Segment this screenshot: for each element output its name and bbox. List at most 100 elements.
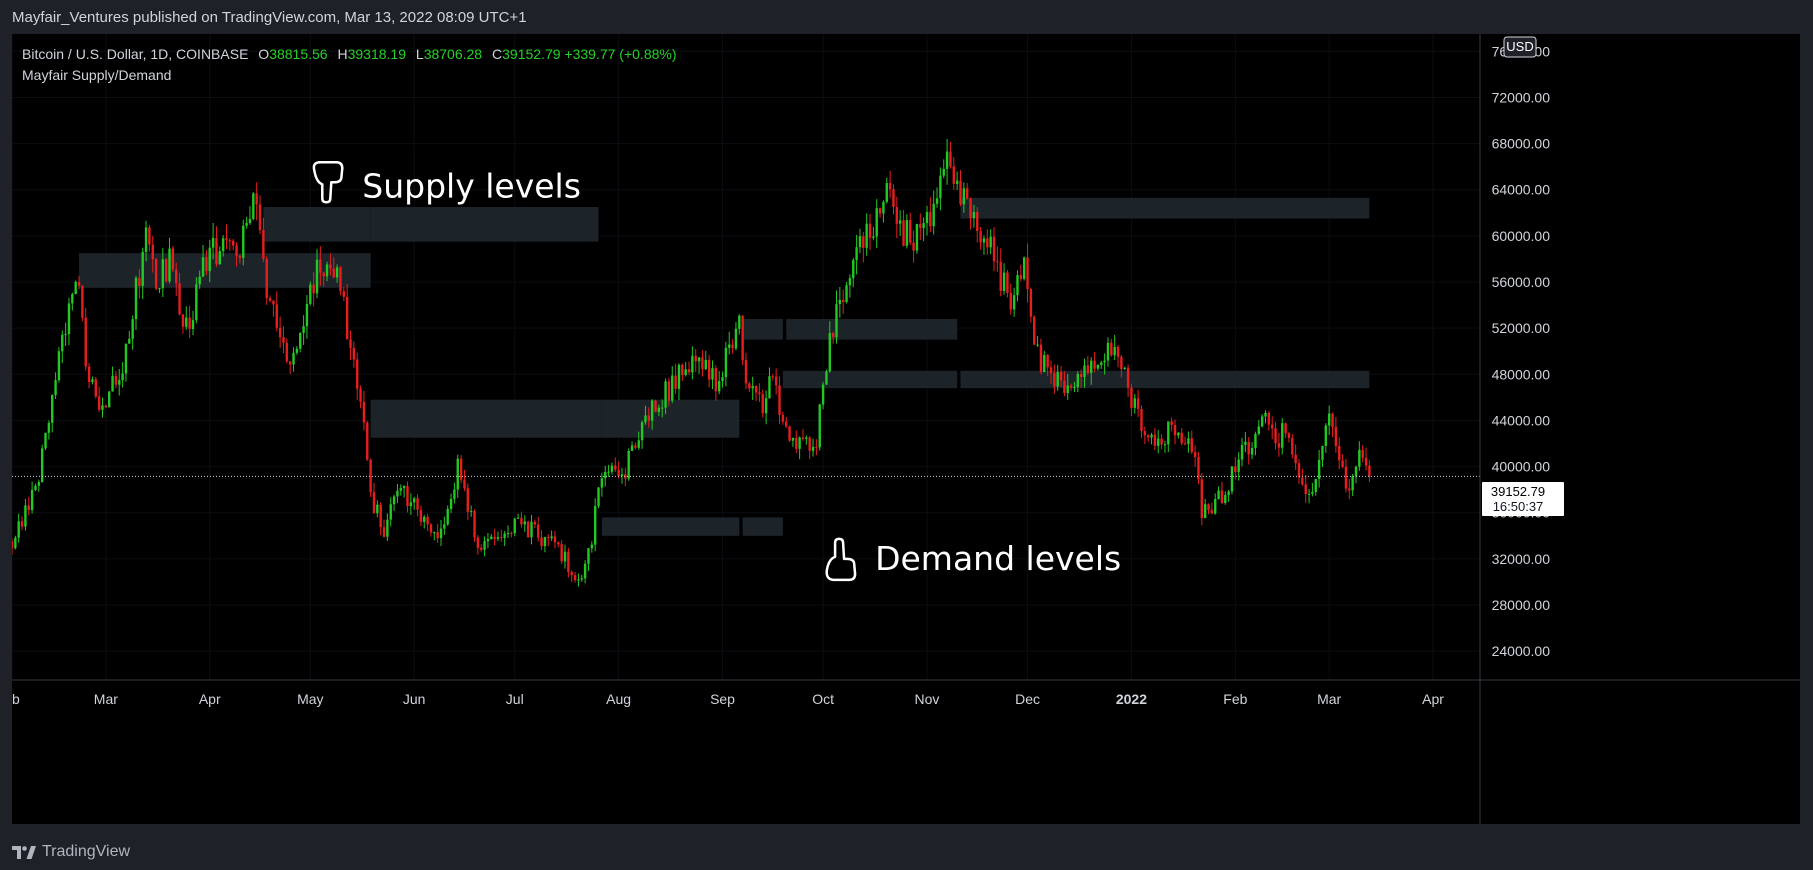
candle-body — [242, 225, 245, 258]
candle-body — [376, 504, 379, 514]
price-tick-label: 72000.00 — [1492, 89, 1551, 105]
candle-body — [1073, 387, 1076, 389]
candle-body — [677, 364, 681, 389]
candle-body — [1227, 491, 1230, 496]
candle-body — [1291, 438, 1294, 455]
candle-body — [590, 544, 594, 549]
symbol-legend[interactable]: Bitcoin / U.S. Dollar, 1D, COINBASE O388… — [22, 44, 677, 86]
candle-body — [801, 437, 805, 439]
candle-body — [1012, 295, 1016, 310]
candle-body — [366, 422, 369, 460]
candle-body — [1157, 438, 1160, 446]
annotations-layer: Supply levels Demand levels — [312, 161, 1121, 582]
candle-body — [319, 259, 322, 273]
supply-zone — [601, 399, 740, 438]
candle-body — [181, 314, 185, 327]
price-tick-label: 32000.00 — [1492, 551, 1551, 567]
candle-body — [932, 203, 935, 227]
indicator-name[interactable]: Mayfair Supply/Demand — [22, 67, 172, 83]
candle-body — [714, 368, 718, 392]
candle-body — [1110, 342, 1113, 356]
open-label: O — [258, 46, 270, 62]
candle-body — [1220, 490, 1224, 503]
candle-body — [332, 268, 335, 278]
candle-body — [275, 304, 278, 328]
candle-body — [104, 405, 108, 408]
candle-body — [627, 450, 630, 479]
candle-body — [808, 437, 811, 451]
candle-body — [855, 247, 858, 261]
candle-body — [151, 244, 154, 260]
supply-zone — [786, 318, 958, 340]
candle-body — [476, 537, 480, 548]
candle-body — [349, 339, 352, 348]
candle-body — [664, 381, 667, 408]
chart-frame[interactable]: Supply levels Demand levels 24000.00 28000… — [12, 34, 1800, 824]
candle-body — [268, 298, 272, 301]
candle-body — [1358, 449, 1361, 467]
candle-body — [1026, 257, 1029, 290]
candle-body — [818, 404, 821, 448]
candle-body — [47, 422, 51, 433]
candle-body — [372, 492, 376, 514]
candle-body — [1033, 316, 1036, 345]
candle-body — [778, 385, 781, 415]
candle-body — [898, 220, 902, 224]
candle-body — [838, 299, 842, 305]
price-tick-label: 28000.00 — [1492, 597, 1551, 613]
candle-body — [687, 369, 691, 373]
candle-body — [235, 245, 238, 256]
candle-body — [774, 376, 778, 386]
candle-body — [835, 304, 838, 338]
candle-body — [107, 391, 111, 408]
candle-body — [1002, 272, 1006, 292]
candle-body — [650, 400, 654, 421]
candle-body — [634, 445, 637, 448]
close-value: 39152.79 — [502, 46, 561, 62]
time-axis[interactable]: eb Mar Apr May Jun Jul Aug Sep Oct Nov Dec 2022 Feb M… — [12, 691, 1444, 707]
candle-body — [466, 488, 470, 512]
candle-body — [1136, 398, 1140, 410]
candle-body — [101, 405, 104, 410]
candle-body — [171, 248, 175, 270]
candle-body — [1056, 372, 1059, 387]
candle-body — [426, 516, 429, 525]
candle-body — [781, 414, 785, 422]
candle-body — [1311, 491, 1314, 494]
candle-body — [1331, 413, 1334, 427]
candle-body — [443, 524, 446, 529]
supply-zone — [742, 318, 783, 340]
price-axis[interactable]: 24000.0028000.0032000.0036000.0040000.00… — [1492, 43, 1551, 659]
candle-body — [986, 238, 989, 248]
candle-body — [922, 223, 925, 228]
price-tick-label: 48000.00 — [1492, 366, 1551, 382]
candle-body — [449, 498, 453, 509]
symbol-name[interactable]: Bitcoin / U.S. Dollar, 1D, COINBASE — [22, 46, 249, 62]
candle-body — [741, 315, 744, 361]
candle-body — [537, 524, 540, 538]
candle-body — [81, 285, 84, 318]
change-value: +339.77 (+0.88%) — [564, 46, 677, 62]
candle-body — [831, 333, 835, 338]
candle-body — [128, 338, 131, 344]
candle-body — [44, 432, 47, 449]
open-value: 38815.56 — [269, 46, 328, 62]
candle-body — [825, 371, 828, 385]
candle-body — [895, 206, 899, 224]
candle-body — [262, 230, 265, 260]
candle-body — [734, 328, 738, 349]
footer: TradingView — [12, 843, 130, 861]
candle-body — [493, 536, 496, 539]
candle-body — [1036, 344, 1039, 346]
candle-body — [1297, 463, 1301, 478]
candle-body — [972, 212, 976, 219]
candle-body — [67, 303, 71, 335]
currency-badge[interactable]: USD — [1503, 36, 1537, 58]
hand-pointing-up-icon — [825, 537, 857, 582]
candle-body — [758, 392, 761, 395]
candle-body — [1039, 344, 1043, 372]
candle-body — [215, 237, 218, 265]
time-tick-label: Jul — [506, 691, 524, 707]
price-chart[interactable]: Supply levels Demand levels 24000.00 28000… — [12, 34, 1800, 824]
candle-body — [620, 474, 624, 476]
